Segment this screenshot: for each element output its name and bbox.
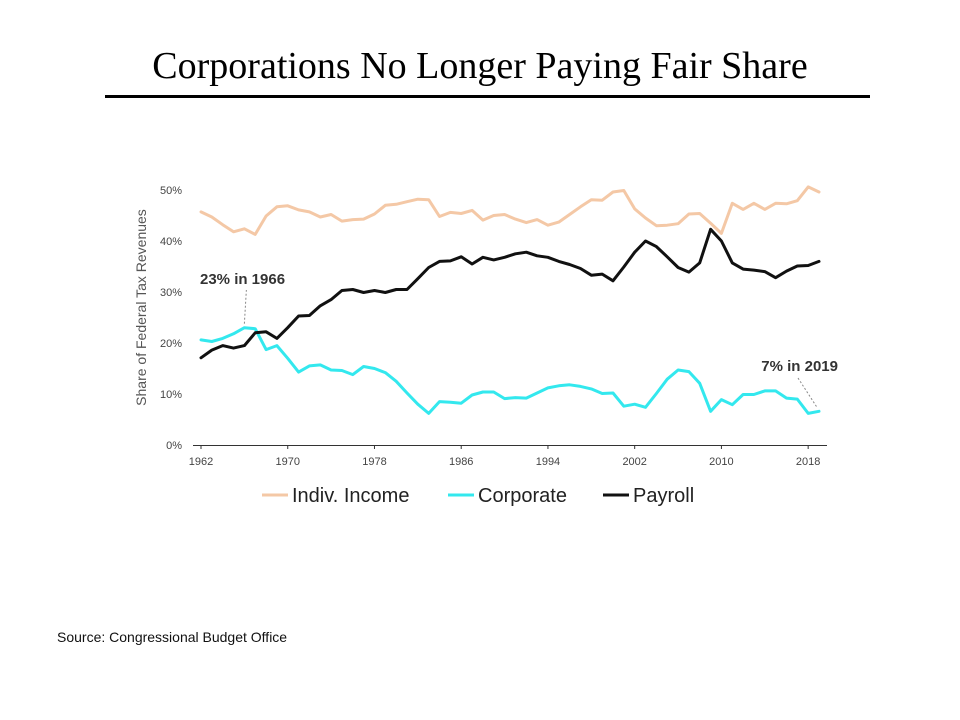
legend-label: Corporate bbox=[478, 485, 567, 507]
x-tick-label: 2018 bbox=[796, 456, 820, 468]
y-axis-title: Share of Federal Tax Revenues bbox=[133, 209, 149, 406]
x-tick-label: 1970 bbox=[275, 456, 299, 468]
y-tick-label: 40% bbox=[160, 236, 182, 248]
y-tick-label: 10% bbox=[160, 389, 182, 401]
annotation-pointer-2019 bbox=[797, 377, 818, 408]
title-underline bbox=[105, 95, 870, 98]
legend-label: Payroll bbox=[633, 485, 694, 507]
y-tick-label: 50% bbox=[160, 185, 182, 197]
series-line-payroll bbox=[199, 227, 821, 360]
x-tick-label: 1978 bbox=[362, 456, 386, 468]
y-tick-label: 20% bbox=[160, 338, 182, 350]
slide-title: Corporations No Longer Paying Fair Share bbox=[152, 45, 808, 87]
annotation-pointer-1966 bbox=[243, 289, 247, 324]
annotation-label-1966: 23% in 1966 bbox=[200, 271, 285, 288]
series-line-corporate bbox=[199, 326, 821, 415]
x-tick-label: 1962 bbox=[189, 456, 213, 468]
x-tick-label: 2010 bbox=[709, 456, 733, 468]
legend-label: Indiv. Income bbox=[292, 485, 409, 507]
annotation-label-2019: 7% in 2019 bbox=[761, 358, 838, 375]
x-tick-label: 1986 bbox=[449, 456, 473, 468]
x-tick-label: 1994 bbox=[536, 456, 560, 468]
source-note: Source: Congressional Budget Office bbox=[57, 629, 288, 645]
y-tick-label: 0% bbox=[166, 440, 182, 452]
series-line-indiv-income bbox=[199, 185, 821, 236]
y-tick-label: 30% bbox=[160, 287, 182, 299]
x-tick-label: 2002 bbox=[622, 456, 646, 468]
